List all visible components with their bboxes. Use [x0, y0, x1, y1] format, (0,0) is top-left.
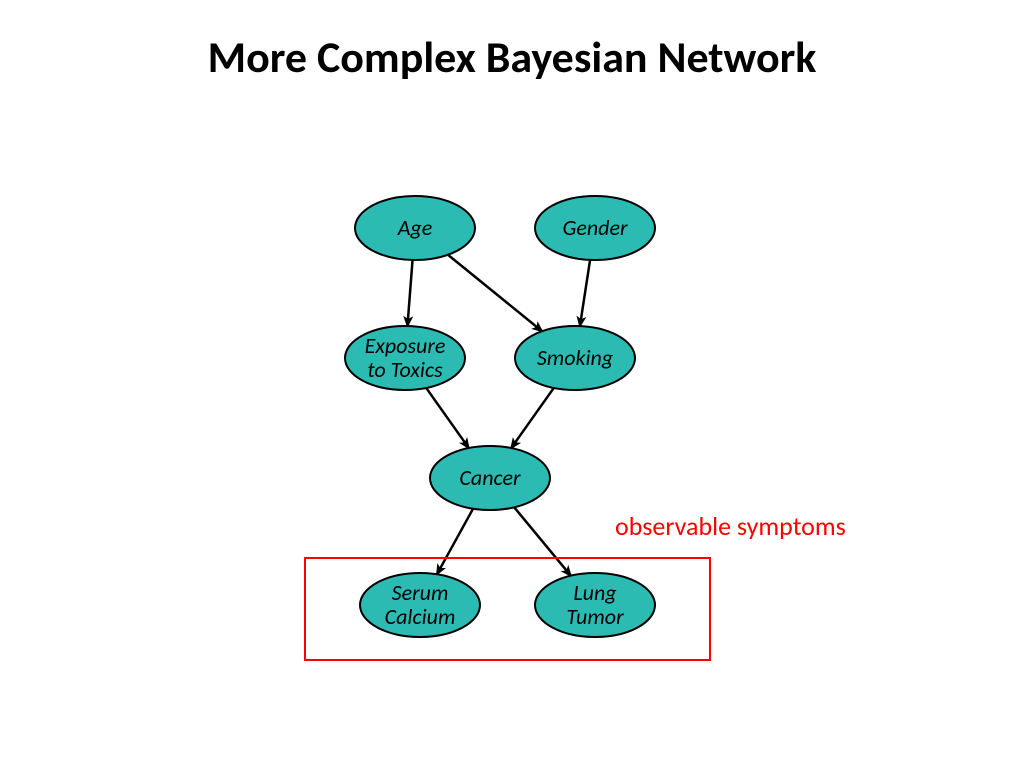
edge-age-exposure — [407, 260, 412, 326]
node-label-lung: Lung Tumor — [566, 581, 623, 629]
node-label-exposure: Exposure to Toxics — [365, 334, 446, 382]
node-label-serum: Serum Calcium — [385, 581, 456, 629]
nodes-layer — [345, 196, 655, 637]
node-label-age: Age — [398, 216, 433, 240]
bayesian-network-svg — [0, 0, 1024, 768]
edge-gender-smoking — [580, 260, 590, 326]
node-label-smoking: Smoking — [537, 346, 613, 370]
node-label-cancer: Cancer — [459, 466, 520, 490]
edge-smoking-cancer — [511, 388, 554, 448]
node-label-gender: Gender — [562, 216, 627, 240]
edges-layer — [407, 255, 590, 576]
observable-symptoms-label: observable symptoms — [615, 510, 846, 542]
edge-cancer-serum — [437, 509, 473, 575]
edge-exposure-cancer — [426, 388, 469, 448]
edge-age-smoking — [448, 255, 542, 331]
edge-cancer-lung — [514, 507, 571, 575]
